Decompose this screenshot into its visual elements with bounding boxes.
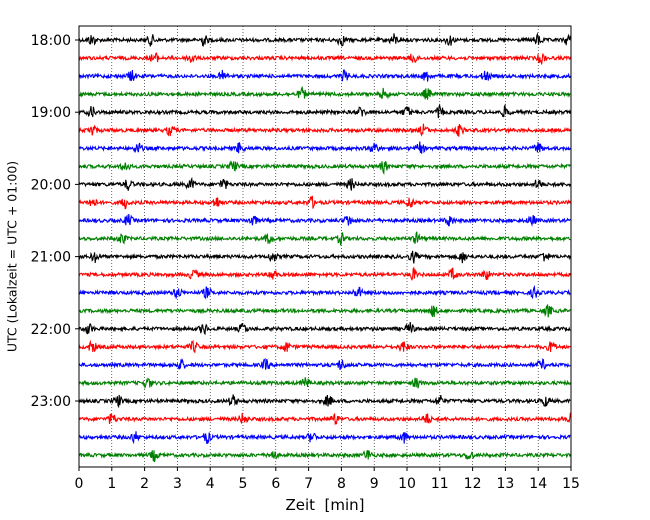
trace-line-1845 <box>78 103 571 119</box>
x-axis-ticks: 0 1 2 3 4 5 6 7 8 9 10 11 12 13 14 15 <box>75 467 580 492</box>
trace-line-2200 <box>78 339 571 354</box>
trace-line-1915 <box>78 141 571 154</box>
trace-line-2315 <box>78 431 571 445</box>
x-tick-label: 1 <box>107 476 116 492</box>
trace-line-1945 <box>78 176 571 191</box>
trace-line-2045 <box>78 250 571 264</box>
x-tick-label: 15 <box>562 476 580 492</box>
y-tick-label: 18:00 <box>31 33 71 49</box>
x-tick-label: 13 <box>496 476 514 492</box>
trace-line-1900 <box>78 123 571 137</box>
y-tick-label: 22:00 <box>31 322 71 338</box>
x-axis-label: Zeit [min] <box>285 496 364 514</box>
x-tick-label: 11 <box>431 476 449 492</box>
trace-line-1830 <box>78 85 571 100</box>
y-tick-label: 19:00 <box>31 105 71 121</box>
y-tick-label: 21:00 <box>31 250 71 266</box>
trace-line-1800 <box>78 52 571 65</box>
trace-line-2145 <box>78 321 571 336</box>
trace-line-1745 <box>78 32 571 47</box>
trace-line-2245 <box>78 394 571 409</box>
y-axis-label: UTC (Lokalzeit = UTC + 01:00) <box>4 161 19 352</box>
trace-line-2015 <box>78 213 571 227</box>
x-tick-label: 6 <box>271 476 280 492</box>
trace-line-2030 <box>78 231 571 246</box>
x-tick-label: 14 <box>529 476 547 492</box>
trace-line-2000 <box>78 195 571 210</box>
x-tick-label: 3 <box>173 476 182 492</box>
x-tick-label: 8 <box>337 476 346 492</box>
trace-line-2130 <box>78 304 571 318</box>
y-tick-label: 20:00 <box>31 177 71 193</box>
plot-frame <box>78 25 572 468</box>
trace-line-2100 <box>78 266 571 281</box>
trace-lines <box>78 32 571 463</box>
x-tick-label: 9 <box>370 476 379 492</box>
trace-line-2300 <box>78 412 571 426</box>
y-axis-ticks: 18:00 19:00 20:00 21:00 22:00 23:00 <box>31 33 79 410</box>
trace-line-1815 <box>78 69 571 82</box>
trace-line-1930 <box>78 160 571 175</box>
x-tick-label: 2 <box>140 476 149 492</box>
x-tick-label: 5 <box>239 476 248 492</box>
x-tick-label: 10 <box>398 476 416 492</box>
x-tick-label: 12 <box>464 476 482 492</box>
x-tick-label: 4 <box>206 476 215 492</box>
trace-line-2115 <box>78 284 571 300</box>
trace-line-2215 <box>78 357 571 371</box>
trace-line-2230 <box>78 377 571 390</box>
x-tick-label: 0 <box>75 476 84 492</box>
x-tick-label: 7 <box>304 476 313 492</box>
trace-line-2330 <box>78 449 571 463</box>
y-tick-label: 23:00 <box>31 394 71 410</box>
